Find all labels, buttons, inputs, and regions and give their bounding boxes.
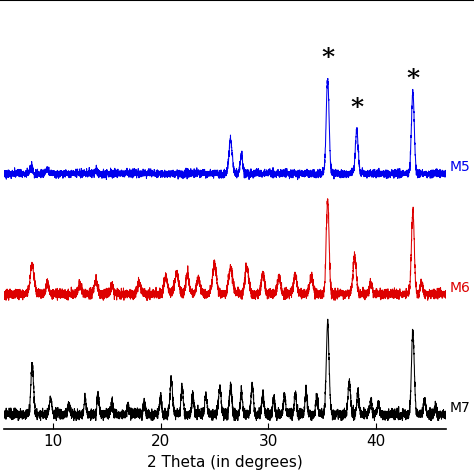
- Text: *: *: [350, 96, 364, 120]
- Text: M6: M6: [449, 281, 470, 294]
- Text: *: *: [406, 67, 419, 91]
- Text: M7: M7: [449, 401, 470, 415]
- X-axis label: 2 Theta (in degrees): 2 Theta (in degrees): [147, 455, 303, 470]
- Text: M5: M5: [449, 160, 470, 174]
- Text: *: *: [321, 46, 334, 70]
